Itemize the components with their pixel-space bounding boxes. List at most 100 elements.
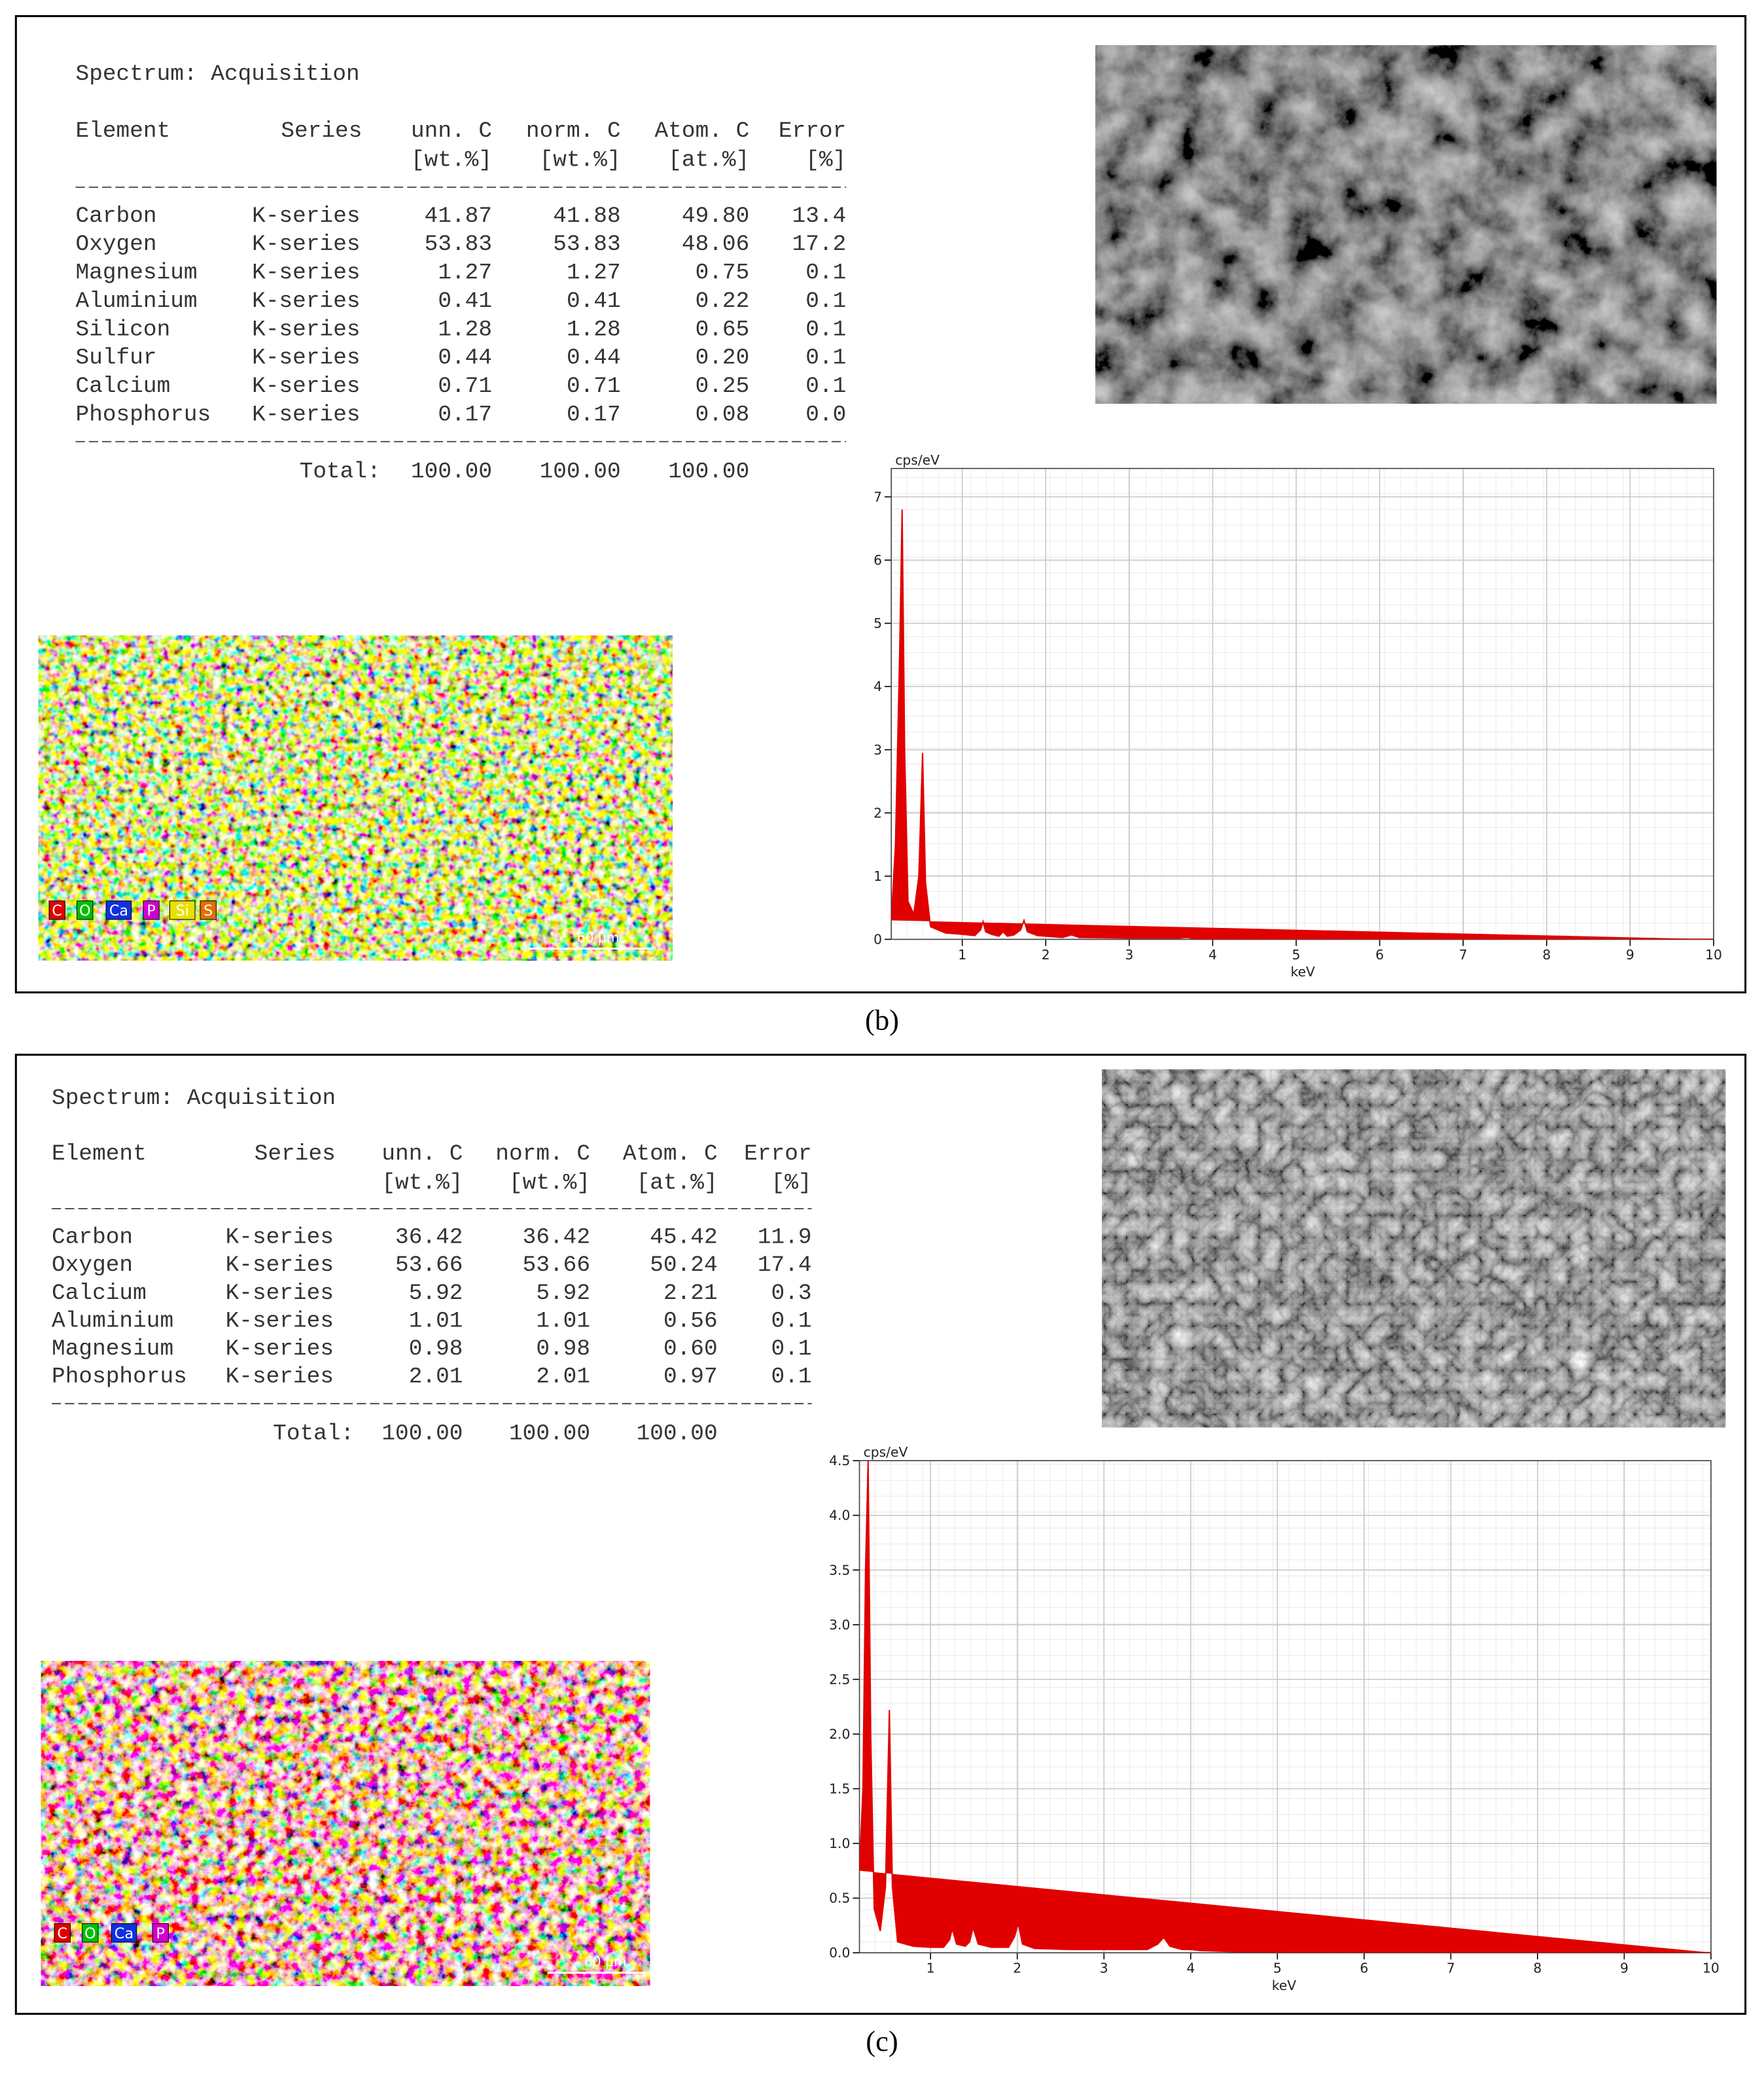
table-cell: 2.01	[536, 1364, 590, 1389]
y-tick-label: 0	[873, 932, 882, 948]
x-tick-label: 9	[1620, 1961, 1629, 1976]
table-cell: K-series	[252, 402, 360, 427]
legend-swatch	[111, 1923, 137, 1943]
table-cell: 48.06	[682, 232, 749, 257]
table-cell: 5.92	[409, 1281, 463, 1306]
total-label: Total:	[300, 459, 381, 485]
table-cell: 0.3	[771, 1281, 812, 1306]
y-tick-label: 1.0	[829, 1836, 850, 1851]
legend-swatch	[200, 900, 217, 920]
legend-label: P	[156, 1925, 165, 1942]
x-tick-label: 8	[1542, 947, 1551, 963]
total-value: 100.00	[668, 459, 749, 485]
x-tick-label: 5	[1273, 1961, 1282, 1976]
table-cell: Phosphorus	[52, 1364, 187, 1389]
table-cell: 50.24	[650, 1253, 717, 1278]
table-cell: 41.87	[425, 204, 492, 229]
table-header: norm. C	[495, 1141, 590, 1167]
x-tick-label: 8	[1533, 1961, 1542, 1976]
table-cell: K-series	[226, 1336, 334, 1362]
table-cell: 0.44	[567, 346, 621, 371]
x-tick-label: 10	[1702, 1961, 1720, 1976]
table-cell: 0.17	[567, 402, 621, 427]
table-cell: 5.92	[536, 1281, 590, 1306]
total-value: 100.00	[381, 1421, 463, 1447]
total-value: 100.00	[540, 459, 621, 485]
legend-label: P	[147, 902, 155, 919]
table-cell: 0.71	[438, 374, 492, 399]
spectrum	[891, 509, 1714, 940]
table-cell: 49.80	[682, 204, 749, 229]
table-cell: 0.1	[805, 260, 846, 286]
table-unit: [wt.%]	[540, 148, 621, 173]
table-cell: 41.88	[553, 204, 620, 229]
y-tick-label: 4.0	[829, 1508, 850, 1523]
legend-label: C	[57, 1925, 67, 1942]
y-tick-label: 2	[873, 805, 882, 821]
y-tick-label: 0.5	[829, 1891, 850, 1906]
table-cell: K-series	[252, 289, 360, 314]
y-axis-label: cps/eV	[895, 452, 940, 468]
table-cell: K-series	[226, 1253, 334, 1278]
legend-swatch	[143, 900, 160, 920]
panel-frame	[14, 15, 1747, 994]
table-cell: K-series	[252, 232, 360, 257]
figure-caption: (b)	[865, 1003, 899, 1036]
table-cell: K-series	[226, 1225, 334, 1251]
y-tick-label: 2.0	[829, 1726, 850, 1742]
table-cell: 0.41	[567, 289, 621, 314]
element-map	[38, 635, 673, 961]
legend-swatch	[105, 900, 132, 920]
table-unit: [wt.%]	[381, 1171, 463, 1196]
x-tick-label: 3	[1125, 947, 1133, 963]
legend-label: Ca	[109, 902, 128, 919]
y-tick-label: 6	[873, 552, 882, 568]
table-cell: 0.25	[696, 374, 750, 399]
x-axis-label: keV	[1290, 964, 1314, 980]
table-cell: 2.01	[409, 1364, 463, 1389]
plot-frame	[858, 1460, 1712, 1953]
y-tick-label: 7	[873, 489, 882, 505]
table-unit: [at.%]	[668, 148, 749, 173]
x-tick-label: 6	[1375, 947, 1384, 963]
table-cell: 0.1	[805, 289, 846, 314]
table-cell: 17.4	[758, 1253, 812, 1278]
table-cell: 0.60	[663, 1336, 718, 1362]
table-cell: 0.75	[696, 260, 750, 286]
spectrum	[859, 1461, 1711, 1953]
table-cell: Calcium	[52, 1281, 147, 1306]
table-header: unn. C	[381, 1141, 463, 1167]
table-header: Error	[744, 1141, 811, 1167]
table-cell: K-series	[252, 374, 360, 399]
x-tick-label: 6	[1360, 1961, 1368, 1976]
table-cell: K-series	[226, 1281, 334, 1306]
table-title: Spectrum: Acquisition	[76, 62, 360, 87]
legend-swatch	[77, 900, 94, 920]
total-value: 100.00	[509, 1421, 590, 1447]
table-cell: 0.22	[696, 289, 750, 314]
table-cell: 0.44	[438, 346, 492, 371]
y-tick-label: 4	[873, 679, 882, 694]
x-tick-label: 7	[1447, 1961, 1455, 1976]
x-tick-label: 3	[1100, 1961, 1108, 1976]
table-unit: [wt.%]	[411, 148, 492, 173]
table-cell: 0.65	[696, 317, 750, 342]
legend-swatch	[82, 1923, 99, 1943]
y-tick-label: 2.5	[829, 1671, 850, 1687]
scale-label: 60 µm	[584, 1953, 627, 1969]
legend-swatch	[54, 1923, 71, 1943]
table-cell: K-series	[252, 204, 360, 229]
table-header: Element	[52, 1141, 147, 1167]
table-cell: 1.28	[567, 317, 621, 342]
y-tick-label: 1	[873, 868, 882, 884]
legend-label: O	[84, 1925, 96, 1942]
table-cell: K-series	[252, 260, 360, 286]
table-unit: [at.%]	[637, 1171, 718, 1196]
y-axis-label: cps/eV	[864, 1444, 908, 1460]
table-cell: 0.1	[771, 1336, 812, 1362]
table-cell: Calcium	[76, 374, 171, 399]
table-cell: 17.2	[792, 232, 847, 257]
table-header: Error	[779, 118, 846, 144]
y-tick-label: 3.5	[829, 1562, 850, 1578]
